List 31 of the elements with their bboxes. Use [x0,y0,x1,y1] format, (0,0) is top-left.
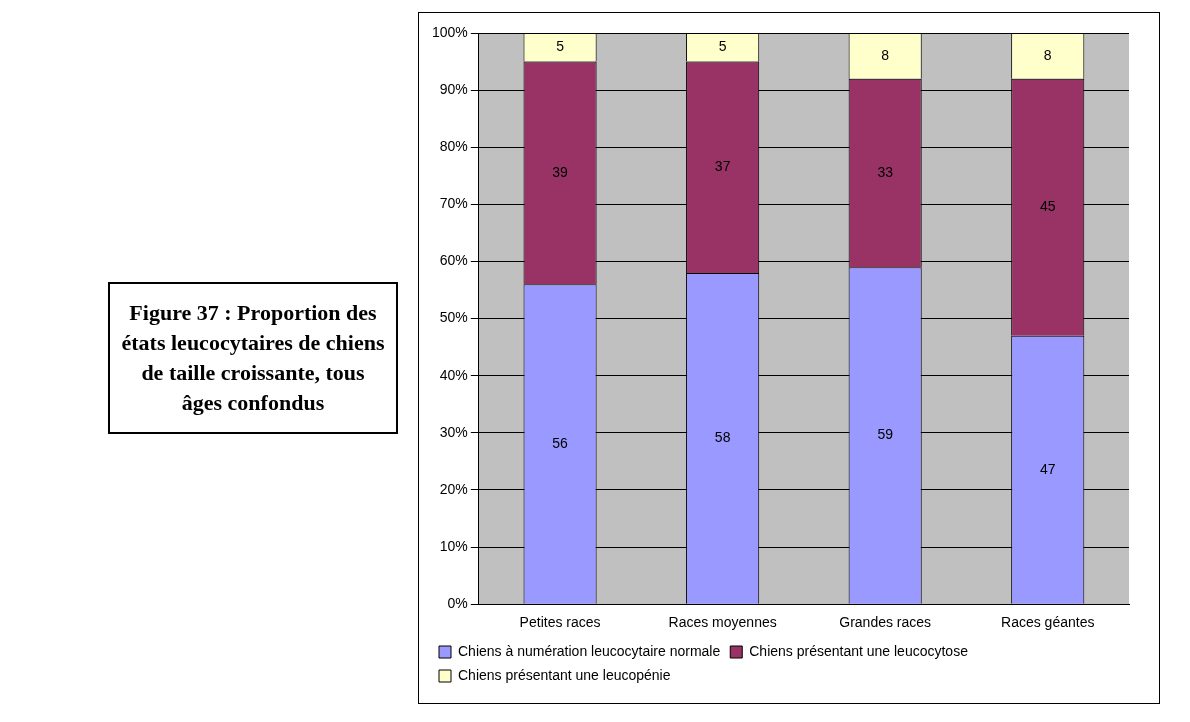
data-label: 47 [1039,460,1056,477]
text: Figure 37 : Proportion des états leucocytaires de chiens de taille croissante, tous âges confondus [108,282,398,434]
data-label: 37 [714,158,731,175]
x-tick-label: Races géantes [1001,614,1095,631]
x-tick-label: Races moyennes [668,614,777,631]
data-label: 8 [1043,46,1052,63]
x-tick-label: Grandes races [839,614,932,631]
data-label: 33 [877,163,894,180]
legend-label: Chiens présentant une leucopénie [458,666,671,683]
x-tick-label: Petites races [519,614,601,631]
data-label: 45 [1039,198,1056,215]
y-tick-label: 10% [439,537,468,554]
y-tick-label: 60% [439,252,468,269]
y-tick-label: 0% [447,595,468,612]
data-label: 58 [714,429,731,446]
data-label: 5 [556,38,565,55]
data-label: 39 [552,163,569,180]
y-tick-label: 90% [439,80,468,97]
legend-label: Chiens à numération leucocytaire normale [458,642,721,659]
data-label: 59 [877,426,894,443]
data-label: 5 [718,38,727,55]
data-label: 56 [552,434,569,451]
data-label: 8 [881,46,890,63]
y-tick-label: 30% [439,423,468,440]
y-tick-label: 80% [439,138,468,155]
y-tick-label: 40% [439,366,468,383]
y-tick-label: 50% [439,309,468,326]
y-tick-label: 70% [439,195,468,212]
y-tick-label: 20% [439,480,468,497]
legend-label: Chiens présentant une leucocytose [749,642,969,659]
y-tick-label: 100% [431,23,468,40]
